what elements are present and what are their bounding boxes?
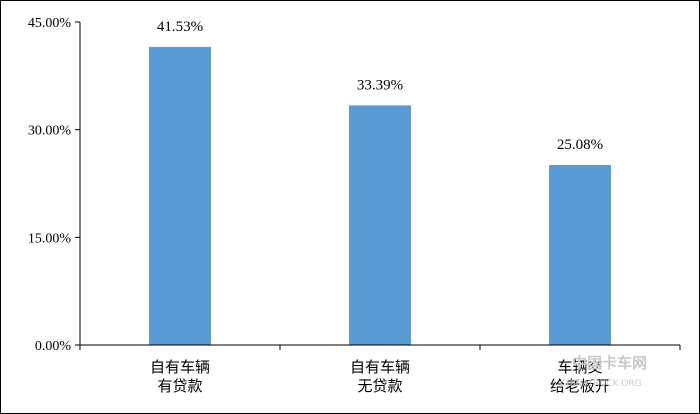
y-tick-label-1: 0.00% xyxy=(35,339,72,354)
category-label-1-line-2: 有贷款 xyxy=(157,377,202,395)
data-label-3: 25.08% xyxy=(557,137,603,153)
axes-group: 0.00% 15.00% 30.00% 45.00% xyxy=(28,16,681,354)
bar-2 xyxy=(349,105,411,345)
bars-group xyxy=(149,46,611,345)
bar-3 xyxy=(549,164,611,345)
data-label-2: 33.39% xyxy=(357,77,403,93)
y-tick-label-2: 15.00% xyxy=(28,231,72,246)
bar-1 xyxy=(149,46,211,345)
watermark: 中国卡车网 CHINATRUCK.ORG xyxy=(560,354,647,389)
category-label-3-line-2: 给老板开 xyxy=(550,377,610,395)
category-label-2-line-1: 自有车辆 xyxy=(350,358,410,376)
category-label-2-line-2: 无贷款 xyxy=(357,377,402,395)
y-tick-label-4: 45.00% xyxy=(28,16,72,31)
watermark-text: 中国卡车网 xyxy=(572,354,647,372)
category-label-3-line-1: 车辆交 xyxy=(557,358,602,376)
watermark-sub: CHINATRUCK.ORG xyxy=(560,379,642,389)
data-label-1: 41.53% xyxy=(157,19,203,35)
y-tick-label-3: 30.00% xyxy=(28,124,72,139)
category-label-1-line-1: 自有车辆 xyxy=(150,358,210,376)
